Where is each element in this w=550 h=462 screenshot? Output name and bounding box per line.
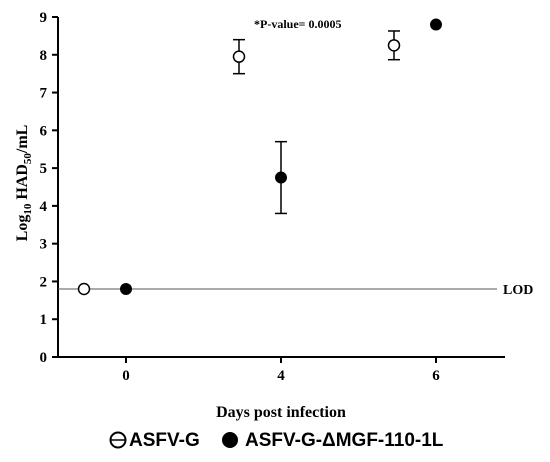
lod-label: LOD xyxy=(503,283,533,298)
data-point-asfv-g xyxy=(387,39,401,52)
legend-label-asfv-g-mgf: ASFV-G-ΔMGF-110-1L xyxy=(245,430,444,451)
data-point-asfv-g xyxy=(77,282,91,296)
y-axis-title-unit: /mL xyxy=(14,125,31,154)
y-tick-label: 0 xyxy=(40,350,48,366)
legend-marker-asfv-g-mgf xyxy=(222,432,238,448)
data-marks xyxy=(77,18,442,296)
y-tick-label: 3 xyxy=(40,237,48,253)
y-axis-title-sub10: 10 xyxy=(22,203,34,215)
y-tick-label: 7 xyxy=(40,86,48,102)
y-axis-title-log: Log xyxy=(14,215,31,242)
y-axis-title-sub50: 50 xyxy=(22,153,34,165)
y-tick-label: 9 xyxy=(40,10,48,26)
y-axis-title: Log10 HAD50/mL xyxy=(14,125,34,242)
axes: 0 1 2 3 4 5 6 7 8 9 0 4 6 xyxy=(40,10,505,384)
y-tick-label: 2 xyxy=(40,274,48,290)
y-tick-label: 4 xyxy=(40,199,48,215)
x-tick-label: 0 xyxy=(122,368,130,384)
x-tick-label: 6 xyxy=(432,368,440,384)
y-axis-title-had: HAD xyxy=(14,164,31,204)
legend: ASFV-G ASFV-G-ΔMGF-110-1L xyxy=(109,430,444,451)
y-tick-label: 8 xyxy=(40,48,48,64)
x-tick-label: 4 xyxy=(277,368,285,384)
data-point-asfv-g-mgf xyxy=(430,18,442,31)
data-point-asfv-g-mgf xyxy=(275,171,287,184)
y-tick-label: 5 xyxy=(40,161,48,177)
data-point-asfv-g-mgf xyxy=(120,283,132,295)
data-point-asfv-g xyxy=(232,50,246,63)
x-axis-title: Days post infection xyxy=(216,404,346,421)
y-tick-label: 1 xyxy=(40,312,48,328)
p-value-annotation: *P-value= 0.0005 xyxy=(254,17,342,31)
y-tick-label: 6 xyxy=(40,123,48,139)
legend-label-asfv-g: ASFV-G xyxy=(129,430,200,451)
